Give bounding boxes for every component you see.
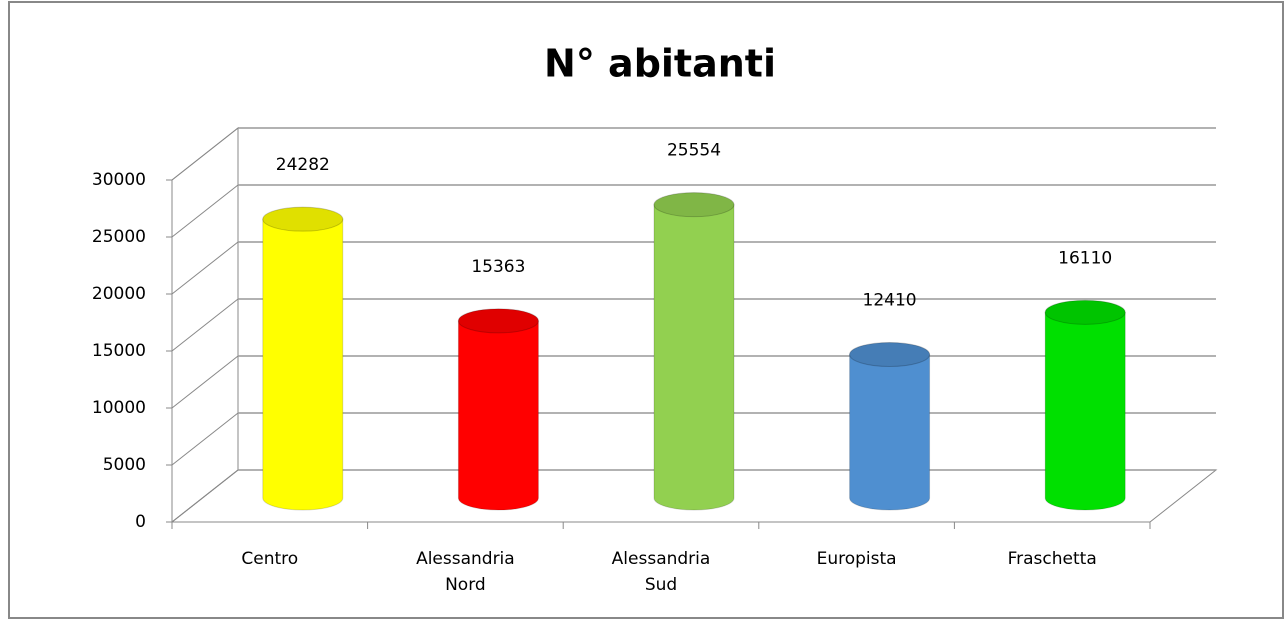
bar-top-shade: [262, 207, 343, 232]
grid-diagonal: [171, 241, 239, 295]
bar: [262, 218, 344, 511]
grid-diagonal: [171, 127, 239, 181]
chart-frame: [8, 1, 1284, 619]
bar-top: [1044, 299, 1126, 325]
value-label: 25554: [667, 141, 721, 161]
y-tick-label: 20000: [92, 284, 146, 304]
y-tick-label: 30000: [92, 170, 146, 190]
bar-top-shade: [458, 308, 539, 333]
bar-top-shade: [654, 192, 734, 217]
bar-top: [849, 342, 931, 368]
y-tick-label: 25000: [92, 227, 146, 247]
chart-title: N° abitanti: [544, 42, 776, 86]
bar-top-shade: [849, 342, 930, 367]
x-tick-label: Centro: [241, 549, 299, 569]
y-tick-label: 10000: [92, 398, 146, 418]
y-tick-label: 0: [135, 512, 146, 532]
grid-diagonal: [171, 355, 239, 409]
grid-diagonal: [171, 184, 239, 238]
bar-top: [653, 192, 735, 218]
bar-top: [457, 308, 539, 334]
x-tick-label: Fraschetta: [1007, 549, 1097, 569]
value-label: 12410: [863, 291, 917, 311]
x-tick-label: Europista: [816, 549, 897, 569]
value-label: 15363: [471, 257, 525, 277]
bar: [1044, 311, 1126, 511]
value-label: 24282: [276, 155, 330, 175]
x-tick-label: Alessandria Nord: [416, 549, 515, 595]
bar: [457, 320, 539, 511]
grid-diagonal: [171, 298, 239, 352]
bar: [849, 354, 931, 511]
grid-diagonal: [171, 469, 239, 523]
x-tick-label: Alessandria Sud: [611, 549, 711, 595]
y-tick-label: 15000: [92, 341, 146, 361]
grid-diagonal: [171, 412, 239, 466]
bar-top: [262, 206, 344, 232]
bar: [653, 204, 735, 511]
value-label: 16110: [1058, 248, 1112, 268]
y-tick-label: 5000: [103, 455, 146, 475]
bar-top-shade: [1045, 300, 1126, 325]
